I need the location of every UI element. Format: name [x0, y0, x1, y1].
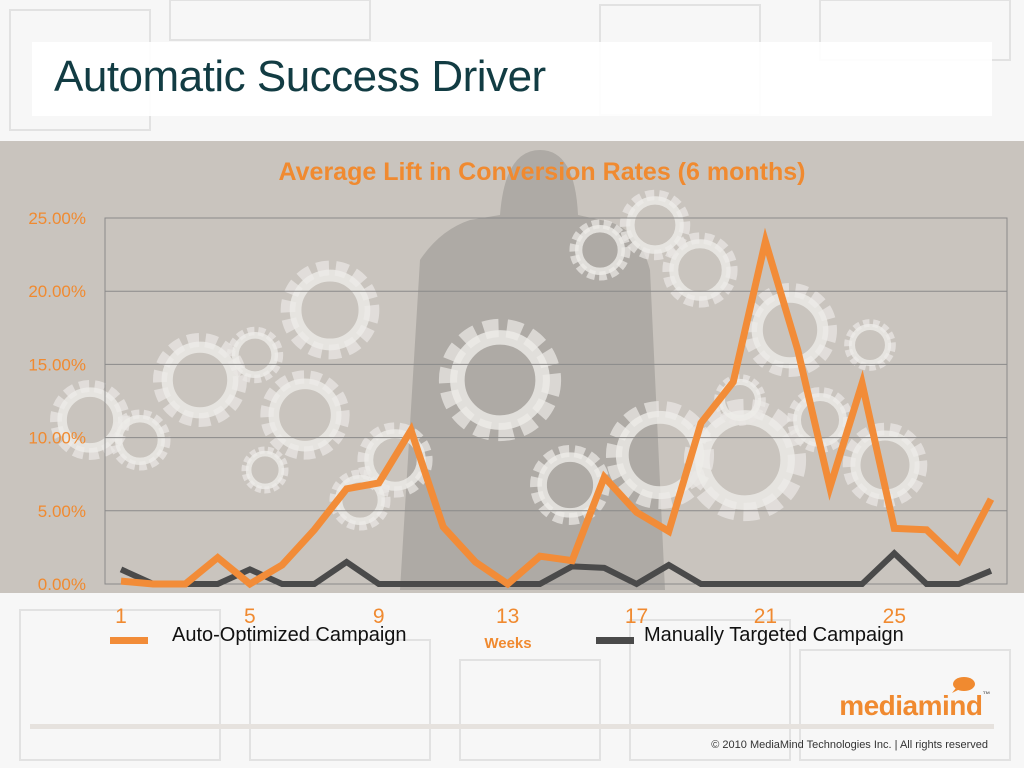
brand-name: mediamind	[839, 690, 983, 721]
brand-logo: mediamind™	[839, 690, 990, 722]
y-axis-ticks: 0.00% 5.00% 10.00% 15.00% 20.00% 25.00%	[28, 209, 86, 594]
brand-speech-bubble-icon	[952, 677, 975, 693]
gear-icon	[226, 326, 284, 384]
gear-icon	[743, 283, 837, 377]
gear-icon	[569, 219, 631, 281]
gear-icon	[109, 409, 171, 471]
legend-item-manual: Manually Targeted Campaign	[596, 624, 956, 648]
gear-ring	[268, 378, 342, 452]
gear-icon	[241, 446, 289, 494]
x-tick-label: 21	[754, 605, 777, 628]
gear-ring	[450, 330, 550, 430]
legend-label-manual: Manually Targeted Campaign	[644, 624, 904, 646]
x-tick-label: 9	[373, 605, 385, 628]
copyright-notice: © 2010 MediaMind Technologies Inc. | All…	[711, 739, 988, 751]
gear-ring	[161, 341, 239, 419]
y-tick-label: 10.00%	[28, 429, 86, 448]
legend-label-auto: Auto-Optimized Campaign	[172, 624, 407, 646]
y-tick-label: 25.00%	[28, 209, 86, 228]
legend-swatch-auto	[110, 637, 148, 644]
gear-ring	[848, 323, 892, 367]
gear-ring	[115, 415, 165, 465]
slide-title: Automatic Success Driver	[54, 52, 546, 101]
series-line-auto-optimized	[120, 227, 995, 589]
gear-icon	[619, 189, 691, 261]
x-tick-label: 13	[496, 605, 519, 628]
x-tick-label: 5	[244, 605, 256, 628]
y-tick-label: 15.00%	[28, 355, 86, 374]
gears-illustration	[50, 150, 928, 590]
x-tick-label: 1	[115, 605, 127, 628]
gear-icon	[844, 319, 896, 371]
gear-ring	[751, 291, 829, 369]
footer-divider	[30, 724, 994, 729]
gear-icon	[357, 422, 433, 498]
legend-swatch-manual	[596, 637, 634, 644]
series-lines	[119, 227, 995, 589]
title-bar	[32, 42, 992, 116]
gear-ring	[231, 331, 279, 379]
x-axis-label: Weeks	[484, 635, 531, 652]
gear-icon	[280, 260, 380, 360]
gear-icon	[153, 333, 247, 427]
y-tick-label: 20.00%	[28, 282, 86, 301]
gear-ring	[57, 387, 123, 453]
gear-icon	[662, 232, 738, 308]
y-tick-label: 5.00%	[38, 502, 86, 521]
x-axis-ticks: 1 5 9 13 17 21 25	[115, 605, 906, 628]
gear-ring	[575, 225, 625, 275]
legend-item-auto: Auto-Optimized Campaign	[110, 624, 450, 648]
gear-ring	[245, 450, 285, 490]
gear-ring	[289, 269, 371, 351]
x-tick-label: 25	[883, 605, 906, 628]
gear-icon	[260, 370, 350, 460]
gear-ring	[695, 410, 795, 510]
gear-ring	[669, 239, 731, 301]
gear-icon	[438, 318, 562, 442]
chart-title: Average Lift in Conversion Rates (6 mont…	[279, 158, 806, 186]
y-tick-label: 0.00%	[38, 575, 86, 594]
gear-ring	[626, 196, 684, 254]
brand-trademark: ™	[982, 690, 991, 699]
x-tick-label: 17	[625, 605, 648, 628]
